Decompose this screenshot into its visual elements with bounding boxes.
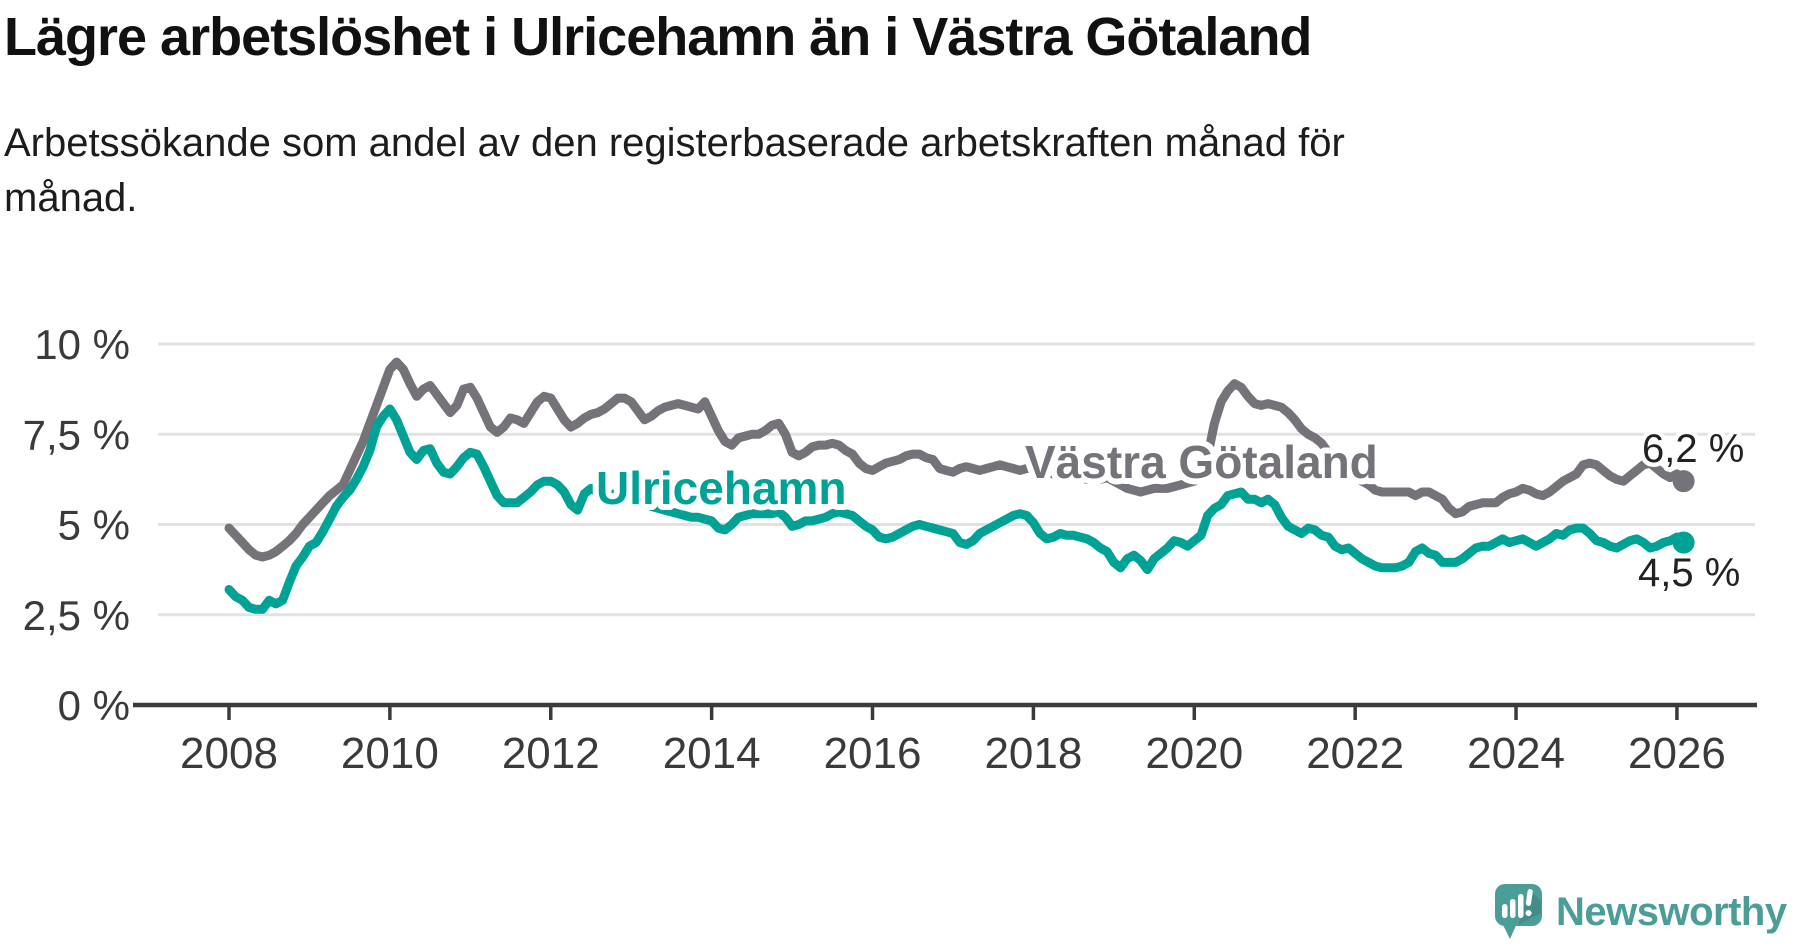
y-tick-label: 5 % xyxy=(58,502,130,549)
x-tick-label: 2014 xyxy=(663,729,761,778)
series-end-dot-v-stra-g-taland xyxy=(1672,470,1695,493)
series-label-v-stra-g-taland: Västra Götaland xyxy=(1025,436,1378,488)
x-tick-label: 2024 xyxy=(1467,729,1565,778)
newsworthy-logo-icon xyxy=(1495,884,1542,939)
x-tick-label: 2022 xyxy=(1306,729,1404,778)
chart-title: Lägre arbetslöshet i Ulricehamn än i Väs… xyxy=(4,7,1312,67)
series-label-ulricehamn: Ulricehamn xyxy=(596,462,847,514)
x-tick-label: 2020 xyxy=(1145,729,1243,778)
logo-bar-small xyxy=(1502,904,1508,918)
y-tick-label: 2,5 % xyxy=(23,592,130,639)
end-value-label-v-stra-g-taland: 6,2 % xyxy=(1642,427,1744,471)
logo-exclamation-icon xyxy=(1525,889,1533,917)
y-tick-label: 0 % xyxy=(58,682,130,729)
newsworthy-logo-text: Newsworthy xyxy=(1556,889,1787,934)
logo-bar-tall xyxy=(1518,894,1524,918)
series-line-v-stra-g-taland xyxy=(224,357,1689,562)
chart-subtitle: Arbetssökande som andel av den registerb… xyxy=(4,121,1345,220)
x-tick-label: 2010 xyxy=(341,729,439,778)
x-tick-label: 2008 xyxy=(180,729,278,778)
logo-bar-medium xyxy=(1510,899,1516,918)
logo-shade xyxy=(1518,890,1541,925)
series-line-ulricehamn xyxy=(224,404,1689,614)
y-tick-label: 10 % xyxy=(34,321,130,368)
logo-bubble-tail xyxy=(1501,921,1518,939)
end-value-label-ulricehamn: 4,5 % xyxy=(1638,551,1740,595)
x-tick-label: 2012 xyxy=(502,729,600,778)
x-tick-label: 2026 xyxy=(1628,729,1726,778)
y-tick-label: 7,5 % xyxy=(23,411,130,458)
series-end-dot-ulricehamn xyxy=(1672,531,1695,554)
x-tick-label: 2016 xyxy=(824,729,922,778)
x-tick-label: 2018 xyxy=(984,729,1082,778)
newsworthy-logo: Newsworthy xyxy=(1494,882,1787,942)
